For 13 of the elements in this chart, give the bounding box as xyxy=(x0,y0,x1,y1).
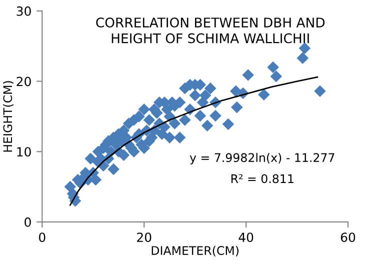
annotation: y = 7.9982ln(x) - 11.277 xyxy=(190,152,334,164)
x-tick-label: 60 xyxy=(340,232,356,242)
y-tick-label: 0 xyxy=(24,217,31,227)
x-tick-label: 20 xyxy=(137,232,152,242)
annotation: R² = 0.811 xyxy=(231,174,294,184)
x-tick-label: 0 xyxy=(38,232,46,242)
text: CORRELATION BETWEEN DBH AND HEIGHT OF SCHIMA WALLICHII xyxy=(96,18,325,44)
y-tick-label: 20 xyxy=(16,76,31,86)
x-tick-label: 40 xyxy=(238,232,254,242)
x-axis-title: DIAMETER(CM) xyxy=(152,246,238,256)
y-axis-title: HEIGHT(CM) xyxy=(3,81,14,152)
y-tick-label: 30 xyxy=(16,6,31,16)
y-tick-label: 10 xyxy=(17,147,31,157)
